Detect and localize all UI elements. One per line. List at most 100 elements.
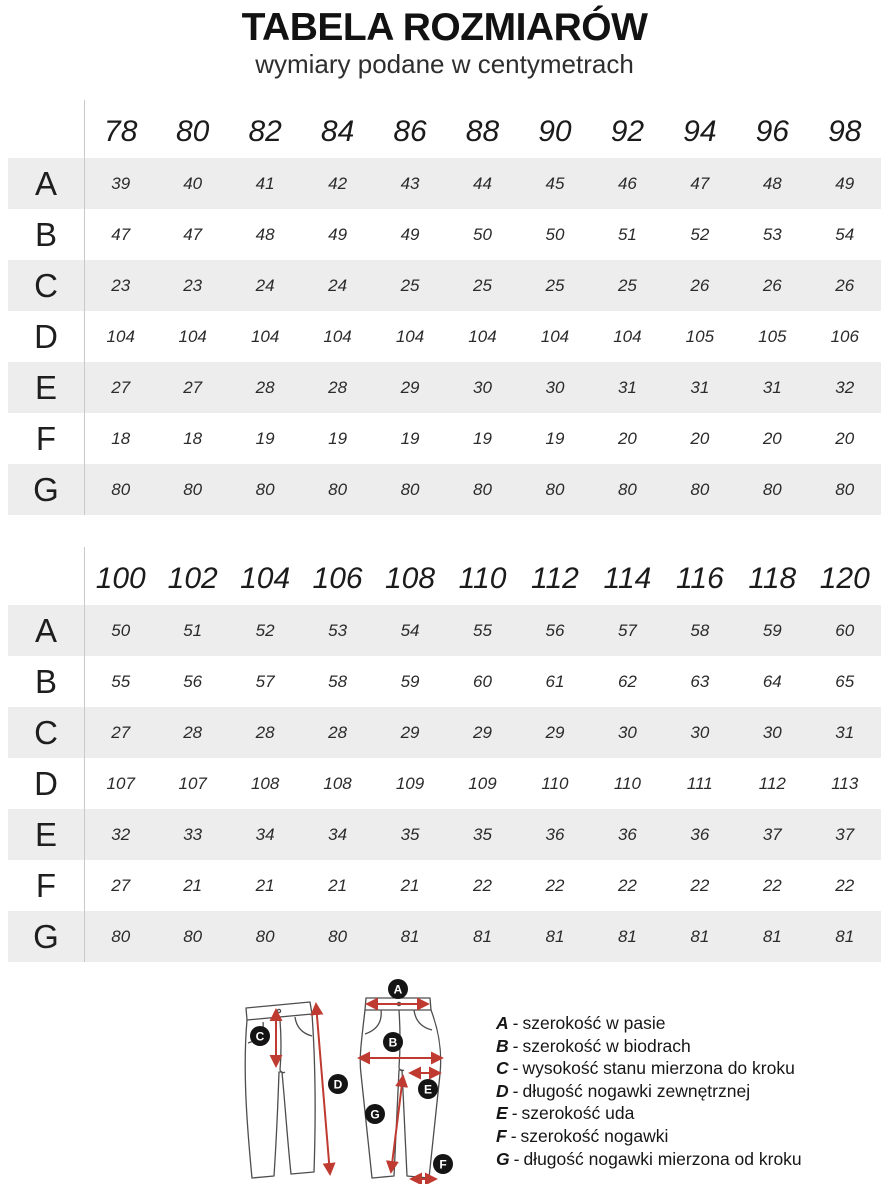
legend-key-b: B xyxy=(496,1035,509,1056)
cell-e-118: 37 xyxy=(762,824,782,844)
cell-e-88: 30 xyxy=(473,377,492,397)
cell-b-96: 53 xyxy=(762,224,782,244)
cell-c-114: 30 xyxy=(617,722,637,742)
cell-b-108: 59 xyxy=(400,671,420,691)
size-header-110: 110 xyxy=(458,562,507,595)
page-title: TABELA ROZMIARÓW xyxy=(241,6,648,49)
cell-a-108: 54 xyxy=(400,620,420,640)
measure-row-c: C 27 28 28 28 29 29 29 30 30 30 31 xyxy=(8,707,881,758)
cell-a-118: 59 xyxy=(762,620,782,640)
right-pocket-right-pants xyxy=(413,1009,433,1031)
cell-a-88: 44 xyxy=(473,173,492,193)
size-header-106: 106 xyxy=(312,562,363,595)
cell-g-90: 80 xyxy=(545,479,565,499)
right-pocket-left-pants xyxy=(294,1016,313,1037)
waistband-left xyxy=(245,1001,313,1021)
size-header-118: 118 xyxy=(748,562,797,595)
legend-text-c: wysokość stanu mierzona do kroku xyxy=(522,1058,795,1079)
size-header-104: 104 xyxy=(240,562,291,595)
d-marker-letter: D xyxy=(334,1077,343,1091)
cell-g-88: 80 xyxy=(473,479,492,499)
fly-line-left xyxy=(279,1019,286,1074)
cell-c-110: 29 xyxy=(473,722,492,742)
header-corner xyxy=(8,547,84,605)
cell-a-80: 40 xyxy=(183,173,203,193)
cell-g-86: 80 xyxy=(400,479,420,499)
measure-row-f: F 27 21 21 21 21 22 22 22 22 22 22 xyxy=(8,860,881,911)
size-header-116: 116 xyxy=(675,562,724,595)
cell-c-104: 28 xyxy=(255,722,275,742)
legend-key-d: D xyxy=(496,1080,509,1101)
cell-f-90: 19 xyxy=(545,428,565,448)
cell-c-94: 26 xyxy=(690,275,710,295)
cell-c-116: 30 xyxy=(690,722,710,742)
cell-f-100: 27 xyxy=(84,860,156,911)
cell-d-114: 110 xyxy=(613,773,641,793)
cell-b-118: 64 xyxy=(762,671,782,691)
cell-a-116: 58 xyxy=(690,620,710,640)
cell-f-92: 20 xyxy=(617,428,637,448)
cell-d-96: 105 xyxy=(758,326,787,346)
cell-a-96: 48 xyxy=(762,173,782,193)
cell-e-102: 33 xyxy=(183,824,203,844)
cell-e-78: 27 xyxy=(84,362,156,413)
legend-item-a: A - szerokość w pasie xyxy=(496,1012,802,1035)
cell-f-114: 22 xyxy=(617,875,637,895)
cell-d-86: 104 xyxy=(395,326,425,346)
diagram-and-legend: C D xyxy=(0,978,889,1186)
cell-g-96: 80 xyxy=(762,479,782,499)
size-header-92: 92 xyxy=(610,115,645,148)
legend-text-d: długość nogawki zewnętrznej xyxy=(522,1080,751,1101)
cell-e-120: 37 xyxy=(835,824,855,844)
cell-g-80: 80 xyxy=(183,479,203,499)
cell-e-108: 35 xyxy=(400,824,420,844)
measure-row-f: F 18 18 19 19 19 19 19 20 20 20 20 xyxy=(8,413,881,464)
cell-c-84: 24 xyxy=(328,275,348,295)
cell-f-94: 20 xyxy=(690,428,710,448)
cell-e-94: 31 xyxy=(690,377,710,397)
cell-a-100: 50 xyxy=(84,605,156,656)
cell-c-96: 26 xyxy=(762,275,782,295)
legend-text-f: szerokość nogawki xyxy=(520,1125,669,1146)
row-label-g: G xyxy=(33,470,59,508)
cell-e-92: 31 xyxy=(617,377,637,397)
cell-a-98: 49 xyxy=(835,173,855,193)
cell-c-102: 28 xyxy=(183,722,203,742)
measure-row-e: E 32 33 34 34 35 35 36 36 36 37 37 xyxy=(8,809,881,860)
g-measure-arrow-icon xyxy=(385,1074,409,1174)
row-label-a: A xyxy=(34,611,57,649)
size-header-98: 98 xyxy=(828,115,862,148)
cell-b-104: 57 xyxy=(255,671,275,691)
cell-f-120: 22 xyxy=(835,875,855,895)
cell-g-114: 81 xyxy=(617,926,637,946)
legend-item-b: B - szerokość w biodrach xyxy=(496,1035,802,1058)
cell-c-98: 26 xyxy=(835,275,855,295)
d-marker-circle-icon xyxy=(328,1074,348,1094)
measure-row-e: E 27 27 28 28 29 30 30 31 31 31 32 xyxy=(8,362,881,413)
size-header-102: 102 xyxy=(167,562,218,595)
cell-g-82: 80 xyxy=(255,479,275,499)
cell-f-82: 19 xyxy=(255,428,275,448)
cell-d-80: 104 xyxy=(178,326,207,346)
diagram-marker-a: A xyxy=(388,979,408,999)
cell-e-112: 36 xyxy=(545,824,565,844)
cell-g-118: 81 xyxy=(762,926,782,946)
cell-f-86: 19 xyxy=(400,428,420,448)
legend-separator: - xyxy=(512,1058,519,1079)
legend-separator: - xyxy=(512,1035,519,1056)
cell-d-116: 111 xyxy=(686,773,713,793)
size-table-100-120: 100 102 104 106 108 110 112 114 116 118 120 A 50 51 52… xyxy=(8,547,881,962)
cell-e-110: 35 xyxy=(473,824,492,844)
size-header-94: 94 xyxy=(683,115,717,148)
g-marker-letter: G xyxy=(370,1107,379,1121)
cell-a-110: 55 xyxy=(473,620,492,640)
cell-c-106: 28 xyxy=(328,722,348,742)
cell-b-112: 61 xyxy=(545,671,565,691)
legend-key-f: F xyxy=(496,1125,507,1146)
size-header-80: 80 xyxy=(175,115,210,148)
cell-a-84: 42 xyxy=(328,173,348,193)
cell-e-80: 27 xyxy=(183,377,203,397)
cell-b-94: 52 xyxy=(690,224,710,244)
row-label-a: A xyxy=(34,164,57,202)
cell-d-82: 104 xyxy=(250,326,280,346)
